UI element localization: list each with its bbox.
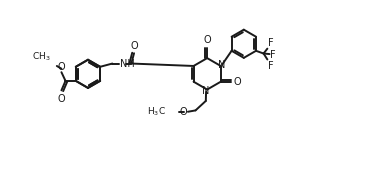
Text: O: O <box>234 77 242 87</box>
Text: F: F <box>270 50 276 60</box>
Text: O: O <box>179 107 187 117</box>
Text: F: F <box>268 38 273 48</box>
Text: NH: NH <box>120 58 135 69</box>
Text: H$_3$C: H$_3$C <box>147 105 165 118</box>
Text: CH$_3$: CH$_3$ <box>32 51 50 63</box>
Text: O: O <box>58 94 65 104</box>
Text: N: N <box>203 86 210 96</box>
Text: F: F <box>268 61 273 71</box>
Text: O: O <box>203 35 211 45</box>
Text: O: O <box>58 62 66 72</box>
Text: O: O <box>131 40 138 51</box>
Text: N: N <box>218 60 226 70</box>
